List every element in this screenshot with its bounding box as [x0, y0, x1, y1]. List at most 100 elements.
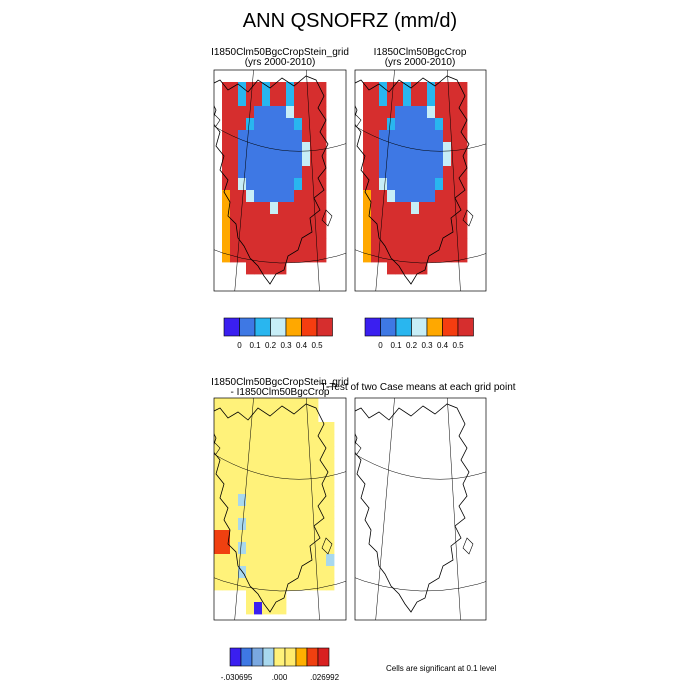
map-cell: [238, 434, 247, 447]
map-cell: [459, 238, 468, 251]
map-cell: [230, 470, 239, 483]
map-cell: [238, 410, 247, 423]
map-cell: [222, 458, 231, 471]
map-cell: [262, 398, 271, 411]
map-cell: [294, 166, 303, 179]
map-cell: [222, 566, 231, 579]
map-cell: [411, 142, 420, 155]
map-cell: [254, 566, 263, 579]
map-cell: [395, 226, 404, 239]
map-cell: [387, 214, 396, 227]
map-cell: [214, 494, 223, 507]
colorbar-swatch: [262, 647, 275, 667]
map-cell: [246, 470, 255, 483]
map-cell: [246, 542, 255, 555]
map-cell: [270, 106, 279, 119]
map-cell: [451, 190, 460, 203]
map-cell: [254, 590, 263, 603]
colorbar-tick-label: 0.4: [296, 341, 308, 350]
map-cell: [387, 262, 396, 275]
colorbar-tick-label: 0.5: [311, 341, 323, 350]
map-cell: [435, 178, 444, 191]
map-top-right: [355, 70, 486, 291]
map-cell: [270, 398, 279, 411]
map-cell: [246, 226, 255, 239]
map-cell: [427, 178, 436, 191]
map-cell: [318, 446, 327, 459]
map-cell: [318, 106, 327, 119]
map-cell: [403, 130, 412, 143]
map-cell: [246, 590, 255, 603]
map-cell: [302, 554, 311, 567]
map-cell: [427, 238, 436, 251]
colorbar-difference: -.030695 .000 .026992: [221, 647, 340, 682]
panel-title-bottom-left: I1850Clm50BgcCropStein_grid: [211, 377, 349, 388]
map-cell: [302, 94, 311, 107]
map-cell: [310, 238, 319, 251]
map-cell: [254, 602, 263, 615]
map-cell: [286, 214, 295, 227]
map-cell: [302, 530, 311, 543]
map-cell: [318, 178, 327, 191]
map-cell: [262, 410, 271, 423]
map-cell: [459, 142, 468, 155]
map-cell: [278, 250, 287, 263]
map-cell: [254, 434, 263, 447]
map-cell: [286, 434, 295, 447]
map-cell: [254, 410, 263, 423]
map-cell: [395, 238, 404, 251]
map-cell: [278, 82, 287, 95]
map-cell: [254, 178, 263, 191]
map-cell: [238, 422, 247, 435]
map-cell: [238, 142, 247, 155]
map-cell: [310, 250, 319, 263]
map-cell: [286, 202, 295, 215]
map-cell: [318, 506, 327, 519]
map-cell: [238, 190, 247, 203]
map-cell: [214, 530, 223, 543]
map-cell: [318, 154, 327, 167]
map-cell: [379, 142, 388, 155]
colorbar-swatch: [411, 317, 428, 337]
map-cell: [395, 154, 404, 167]
map-cell: [411, 94, 420, 107]
map-cell: [419, 178, 428, 191]
map-cell: [270, 226, 279, 239]
map-cell: [230, 434, 239, 447]
map-cell: [443, 238, 452, 251]
map-cell: [363, 238, 372, 251]
map-cell: [302, 518, 311, 531]
map-cell: [427, 190, 436, 203]
map-cell: [310, 190, 319, 203]
colorbar-swatch: [457, 317, 474, 337]
map-cell: [262, 446, 271, 459]
map-cell: [262, 506, 271, 519]
map-cell: [302, 250, 311, 263]
map-cell: [435, 250, 444, 263]
map-cell: [294, 518, 303, 531]
map-cell: [262, 518, 271, 531]
map-cell: [214, 398, 223, 411]
map-cell: [254, 506, 263, 519]
colorbar-swatch: [380, 317, 397, 337]
map-cell: [278, 422, 287, 435]
map-cell: [238, 458, 247, 471]
map-cell: [294, 482, 303, 495]
colorbar-swatch: [229, 647, 242, 667]
significance-note: Cells are significant at 0.1 level: [386, 664, 497, 673]
colorbar-swatch: [364, 317, 381, 337]
map-cell: [318, 130, 327, 143]
map-cell: [294, 398, 303, 411]
map-cell: [294, 178, 303, 191]
map-cell: [254, 94, 263, 107]
map-cell: [270, 554, 279, 567]
map-cell: [270, 214, 279, 227]
map-cell: [278, 566, 287, 579]
map-cell: [286, 518, 295, 531]
map-cell: [262, 434, 271, 447]
map-cell: [262, 602, 271, 615]
map-cell: [246, 398, 255, 411]
map-cell: [395, 94, 404, 107]
map-cell: [254, 542, 263, 555]
map-cell: [246, 178, 255, 191]
